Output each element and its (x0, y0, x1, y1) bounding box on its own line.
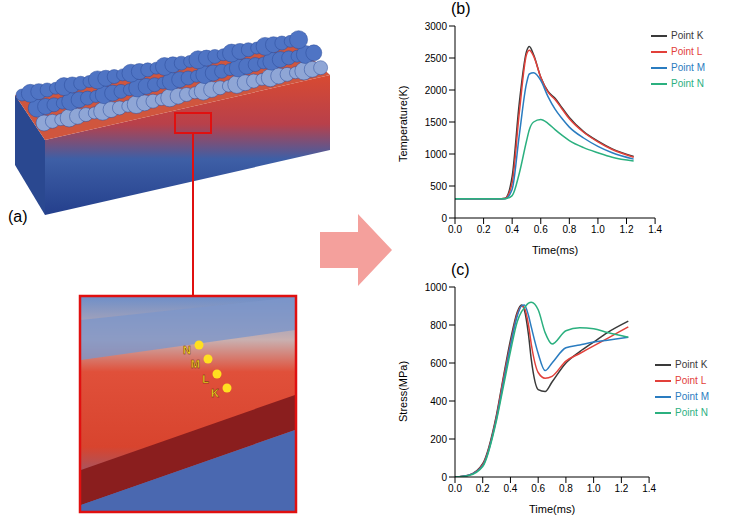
svg-text:0.2: 0.2 (477, 224, 491, 235)
svg-text:1.2: 1.2 (620, 224, 634, 235)
svg-text:0.4: 0.4 (505, 224, 519, 235)
html-text:Point L: Point L (675, 374, 707, 386)
svg-text:400: 400 (430, 396, 447, 407)
svg-text:1000: 1000 (425, 149, 448, 160)
svg-text:500: 500 (430, 181, 447, 192)
svg-text:0.4: 0.4 (504, 483, 518, 494)
svg-text:M: M (191, 358, 200, 370)
html-text:Point K: Point K (671, 29, 704, 41)
svg-text:200: 200 (430, 434, 447, 445)
svg-text:L: L (202, 373, 209, 385)
svg-text:1.2: 1.2 (614, 483, 628, 494)
svg-text:0.2: 0.2 (476, 483, 490, 494)
svg-text:0: 0 (441, 213, 447, 224)
svg-text:Temperature(K): Temperature(K) (397, 86, 409, 162)
svg-text:(a): (a) (8, 208, 28, 225)
svg-text:2000: 2000 (425, 85, 448, 96)
svg-text:0: 0 (441, 472, 447, 483)
svg-text:1500: 1500 (425, 117, 448, 128)
svg-text:0.6: 0.6 (531, 483, 545, 494)
svg-text:0.6: 0.6 (534, 224, 548, 235)
html-text:(c): (c) (451, 261, 470, 278)
html-text:(b): (b) (451, 0, 471, 17)
svg-text:1.0: 1.0 (591, 224, 605, 235)
svg-text:1000: 1000 (425, 282, 448, 293)
svg-text:0.8: 0.8 (562, 224, 576, 235)
svg-text:0.8: 0.8 (559, 483, 573, 494)
html-text:Point M: Point M (675, 390, 709, 402)
html-text:Point M: Point M (671, 61, 705, 73)
svg-text:1.0: 1.0 (587, 483, 601, 494)
svg-text:1.4: 1.4 (648, 224, 662, 235)
html-text:Point L: Point L (671, 45, 703, 57)
svg-text:Stress(MPa): Stress(MPa) (397, 361, 409, 422)
svg-text:800: 800 (430, 320, 447, 331)
svg-text:600: 600 (430, 358, 447, 369)
html-text:Point K: Point K (675, 358, 708, 370)
html-text:Point N: Point N (671, 77, 704, 89)
svg-text:Time(ms): Time(ms) (529, 503, 575, 515)
svg-text:N: N (183, 344, 191, 356)
svg-text:2500: 2500 (425, 53, 448, 64)
html-text:Point N: Point N (675, 406, 708, 418)
svg-text:Time(ms): Time(ms) (532, 244, 578, 256)
svg-text:K: K (211, 387, 219, 399)
svg-text:3000: 3000 (425, 21, 448, 32)
svg-text:0.0: 0.0 (448, 224, 462, 235)
svg-text:0.0: 0.0 (448, 483, 462, 494)
svg-text:1.4: 1.4 (642, 483, 656, 494)
